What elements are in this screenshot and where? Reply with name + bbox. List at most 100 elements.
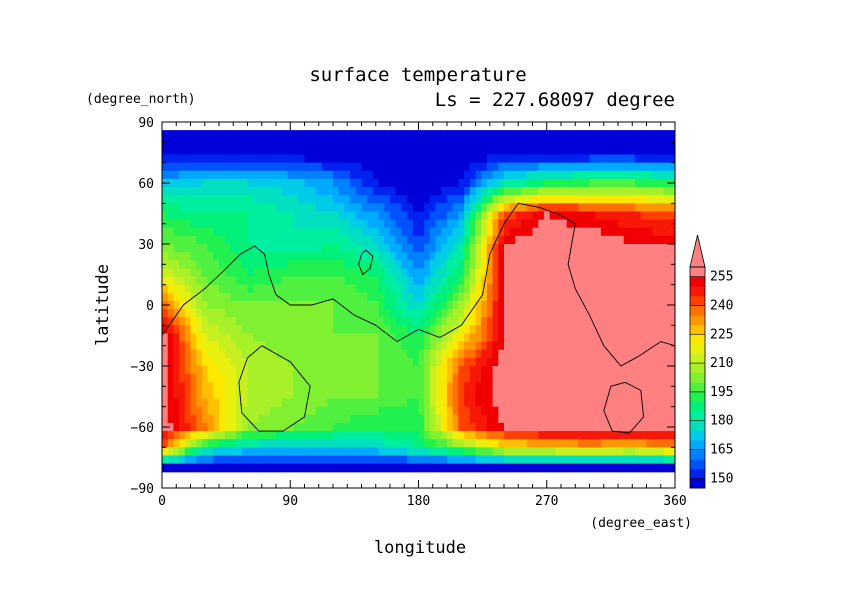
field-cell xyxy=(361,187,368,196)
field-cell xyxy=(355,422,363,432)
field-cell xyxy=(196,211,203,221)
field-cell xyxy=(304,341,311,351)
field-cell xyxy=(418,366,425,375)
field-cell xyxy=(481,162,488,172)
field-cell xyxy=(498,203,505,213)
field-cell xyxy=(390,447,397,457)
field-cell xyxy=(201,235,209,245)
field-cell xyxy=(184,447,192,457)
field-cell xyxy=(315,130,323,139)
field-cell xyxy=(538,390,545,400)
field-cell xyxy=(162,195,169,204)
field-cell xyxy=(663,260,670,269)
field-cell xyxy=(464,447,471,457)
field-cell xyxy=(595,154,602,164)
field-cell xyxy=(224,300,231,310)
field-cell xyxy=(578,382,585,391)
field-cell xyxy=(515,170,522,180)
field-cell xyxy=(452,333,459,343)
field-cell xyxy=(361,455,368,465)
field-cell xyxy=(390,414,397,424)
field-cell xyxy=(515,187,522,196)
field-cell xyxy=(190,138,197,147)
field-cell xyxy=(623,211,630,221)
field-cell xyxy=(429,406,437,416)
field-cell xyxy=(372,211,380,221)
field-cell xyxy=(549,398,556,408)
field-cell xyxy=(258,203,266,213)
field-cell xyxy=(543,203,551,213)
field-cell xyxy=(361,284,368,294)
field-cell xyxy=(298,130,306,139)
field-cell xyxy=(253,357,260,367)
field-cell xyxy=(224,406,231,416)
field-cell xyxy=(173,463,180,473)
field-cell xyxy=(315,406,323,416)
field-cell xyxy=(669,187,675,196)
field-cell xyxy=(207,333,214,343)
field-cell xyxy=(561,268,568,278)
field-cell xyxy=(333,406,340,416)
field-cell xyxy=(669,195,675,204)
field-cell xyxy=(207,203,214,213)
field-cell xyxy=(589,382,596,391)
field-cell xyxy=(241,211,249,221)
field-cell xyxy=(201,374,209,383)
field-cell xyxy=(372,390,380,400)
field-cell xyxy=(549,138,556,147)
field-cell xyxy=(526,146,534,156)
field-cell xyxy=(355,219,363,229)
field-cell xyxy=(646,357,653,367)
field-cell xyxy=(162,154,169,164)
field-cell xyxy=(236,203,243,213)
field-cell xyxy=(629,292,636,302)
field-cell xyxy=(538,349,545,359)
field-cell xyxy=(179,414,186,424)
field-cell xyxy=(481,366,488,375)
field-cell xyxy=(646,309,653,318)
field-cell xyxy=(578,244,585,253)
field-cell xyxy=(526,317,534,326)
field-cell xyxy=(281,374,288,383)
field-cell xyxy=(281,463,288,473)
field-cell xyxy=(612,138,619,147)
field-cell xyxy=(361,260,368,269)
field-cell xyxy=(167,300,174,310)
field-cell xyxy=(395,463,402,473)
field-cell xyxy=(572,268,579,278)
field-cell xyxy=(618,244,625,253)
field-cell xyxy=(418,341,425,351)
field-cell xyxy=(207,244,214,253)
field-cell xyxy=(646,146,653,156)
field-cell xyxy=(264,284,271,294)
field-cell xyxy=(464,219,471,229)
field-cell xyxy=(201,406,209,416)
field-cell xyxy=(475,349,482,359)
field-cell xyxy=(549,463,556,473)
field-cell xyxy=(566,146,573,156)
field-cell xyxy=(504,260,511,269)
field-cell xyxy=(435,414,442,424)
field-cell xyxy=(258,447,266,457)
field-cell xyxy=(572,154,579,164)
field-cell xyxy=(184,366,192,375)
field-cell xyxy=(543,374,551,383)
field-cell xyxy=(361,203,368,213)
field-cell xyxy=(190,268,197,278)
field-cell xyxy=(264,349,271,359)
field-cell xyxy=(481,187,488,196)
field-cell xyxy=(498,390,505,400)
field-cell xyxy=(304,325,311,335)
field-cell xyxy=(230,154,237,164)
field-cell xyxy=(623,268,630,278)
field-cell xyxy=(224,235,231,245)
field-cell xyxy=(498,431,505,440)
field-cell xyxy=(526,138,534,147)
field-cell xyxy=(629,268,636,278)
field-cell xyxy=(190,170,197,180)
field-cell xyxy=(179,431,186,440)
field-cell xyxy=(629,146,636,156)
field-cell xyxy=(549,455,556,465)
field-cell xyxy=(327,178,334,188)
field-cell xyxy=(589,252,596,261)
